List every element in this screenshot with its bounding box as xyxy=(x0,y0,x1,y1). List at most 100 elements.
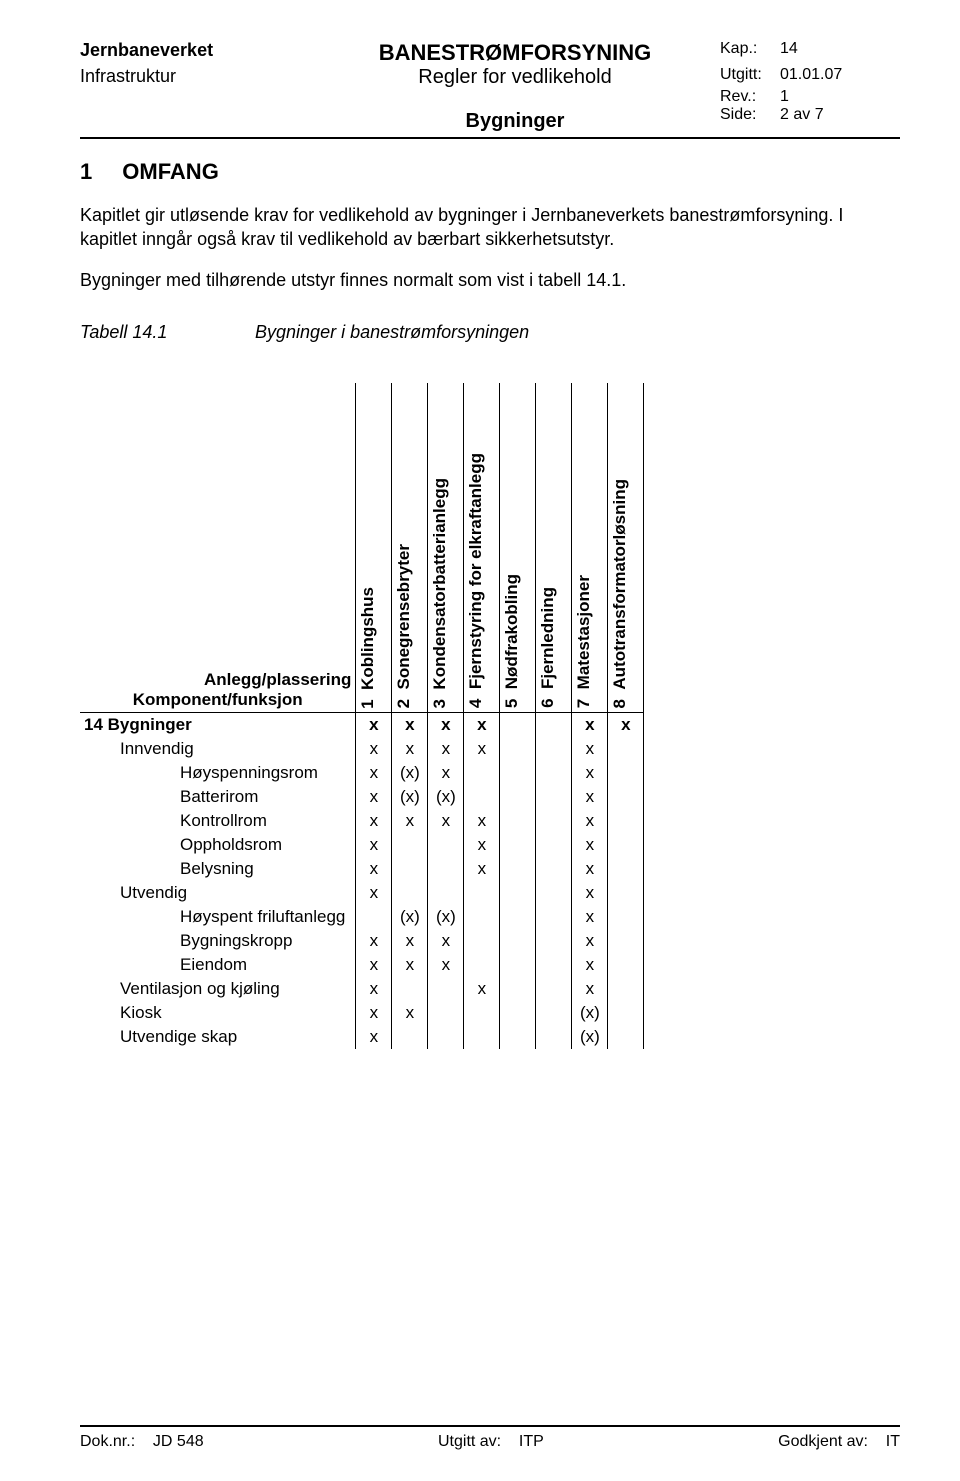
cell: (x) xyxy=(392,785,428,809)
cell: x xyxy=(608,713,644,738)
column-header-5: 5 Nødfrakobling xyxy=(500,383,536,713)
cell xyxy=(428,833,464,857)
row-label: Ventilasjon og kjøling xyxy=(80,977,356,1001)
cell: x xyxy=(464,833,500,857)
column-header-4: 4 Fjernstyring for elkraftanlegg xyxy=(464,383,500,713)
cell xyxy=(464,953,500,977)
kap-value: 14 xyxy=(780,40,900,66)
utgitt-value: 01.01.07 xyxy=(780,66,900,84)
utgitt-label: Utgitt: xyxy=(720,66,780,84)
cell xyxy=(428,857,464,881)
cell: x xyxy=(392,713,428,738)
cell xyxy=(536,857,572,881)
header-title-sub2: Bygninger xyxy=(310,110,720,133)
cell xyxy=(500,1001,536,1025)
footer-godkjent-label: Godkjent av: xyxy=(778,1433,868,1450)
row-label: Høyspenningsrom xyxy=(80,761,356,785)
header-meta-3: Side: 2 av 7 xyxy=(720,106,900,133)
side-value: 2 av 7 xyxy=(780,106,900,133)
cell xyxy=(608,881,644,905)
cell: x xyxy=(392,809,428,833)
cell: x xyxy=(572,953,608,977)
cell xyxy=(608,1001,644,1025)
cell: (x) xyxy=(392,761,428,785)
cell: x xyxy=(356,761,392,785)
section-title: OMFANG xyxy=(122,159,219,185)
column-header-8: 8 Autotransformatorløsning xyxy=(608,383,644,713)
cell xyxy=(536,905,572,929)
paragraph-1: Kapitlet gir utløsende krav for vedlikeh… xyxy=(80,203,900,252)
cell: x xyxy=(356,881,392,905)
cell xyxy=(536,809,572,833)
cell: (x) xyxy=(572,1025,608,1049)
cell: x xyxy=(356,1025,392,1049)
footer-godkjent-value: IT xyxy=(886,1433,900,1450)
cell xyxy=(392,977,428,1001)
cell xyxy=(608,809,644,833)
cell xyxy=(536,713,572,738)
cell: x xyxy=(428,761,464,785)
cell: x xyxy=(464,809,500,833)
footer-utgitt: Utgitt av: ITP xyxy=(438,1433,544,1451)
rev-label: Rev.: xyxy=(720,88,780,106)
cell xyxy=(428,977,464,1001)
cell: x xyxy=(572,737,608,761)
cell xyxy=(500,761,536,785)
cell: x xyxy=(356,737,392,761)
cell: x xyxy=(356,1001,392,1025)
table-caption-text: Bygninger i banestrømforsyningen xyxy=(255,322,529,342)
cell: x xyxy=(356,809,392,833)
header-meta: Kap.: 14 xyxy=(720,40,900,66)
footer-godkjent: Godkjent av: IT xyxy=(778,1433,900,1451)
cell xyxy=(500,929,536,953)
cell: x xyxy=(572,929,608,953)
cell: x xyxy=(356,857,392,881)
footer-utgitt-value: ITP xyxy=(519,1433,544,1450)
section-heading: 1 OMFANG xyxy=(80,159,900,185)
cell: x xyxy=(572,713,608,738)
cell xyxy=(500,833,536,857)
cell: x xyxy=(572,785,608,809)
corner-bottom: Komponent/funksjon xyxy=(84,690,351,710)
cell xyxy=(392,1025,428,1049)
cell xyxy=(428,881,464,905)
cell xyxy=(500,785,536,809)
table-caption: Tabell 14.1 Bygninger i banestrømforsyni… xyxy=(80,322,900,343)
cell: x xyxy=(428,713,464,738)
cell xyxy=(608,857,644,881)
cell xyxy=(464,881,500,905)
row-label: Innvendig xyxy=(80,737,356,761)
page-footer: Dok.nr.: JD 548 Utgitt av: ITP Godkjent … xyxy=(80,1425,900,1451)
header-org: Jernbaneverket xyxy=(80,40,310,66)
cell: x xyxy=(572,833,608,857)
cell xyxy=(464,1025,500,1049)
cell: (x) xyxy=(428,905,464,929)
cell: x xyxy=(464,713,500,738)
row-label: Høyspent friluftanlegg xyxy=(80,905,356,929)
cell xyxy=(464,929,500,953)
cell xyxy=(608,761,644,785)
cell xyxy=(500,809,536,833)
cell: x xyxy=(428,737,464,761)
cell xyxy=(536,833,572,857)
cell xyxy=(392,833,428,857)
table-number: Tabell 14.1 xyxy=(80,322,250,343)
row-label: 14 Bygninger xyxy=(80,713,356,738)
cell xyxy=(536,881,572,905)
cell xyxy=(500,977,536,1001)
cell: (x) xyxy=(428,785,464,809)
cell: x xyxy=(356,713,392,738)
row-label: Eiendom xyxy=(80,953,356,977)
footer-dok-value: JD 548 xyxy=(153,1433,204,1450)
row-label: Oppholdsrom xyxy=(80,833,356,857)
cell: x xyxy=(428,953,464,977)
row-label: Utvendig xyxy=(80,881,356,905)
header-rule xyxy=(80,137,900,139)
cell xyxy=(536,1025,572,1049)
cell: (x) xyxy=(392,905,428,929)
cell: x xyxy=(392,953,428,977)
cell: x xyxy=(356,929,392,953)
cell xyxy=(536,929,572,953)
cell xyxy=(536,953,572,977)
cell xyxy=(464,1001,500,1025)
